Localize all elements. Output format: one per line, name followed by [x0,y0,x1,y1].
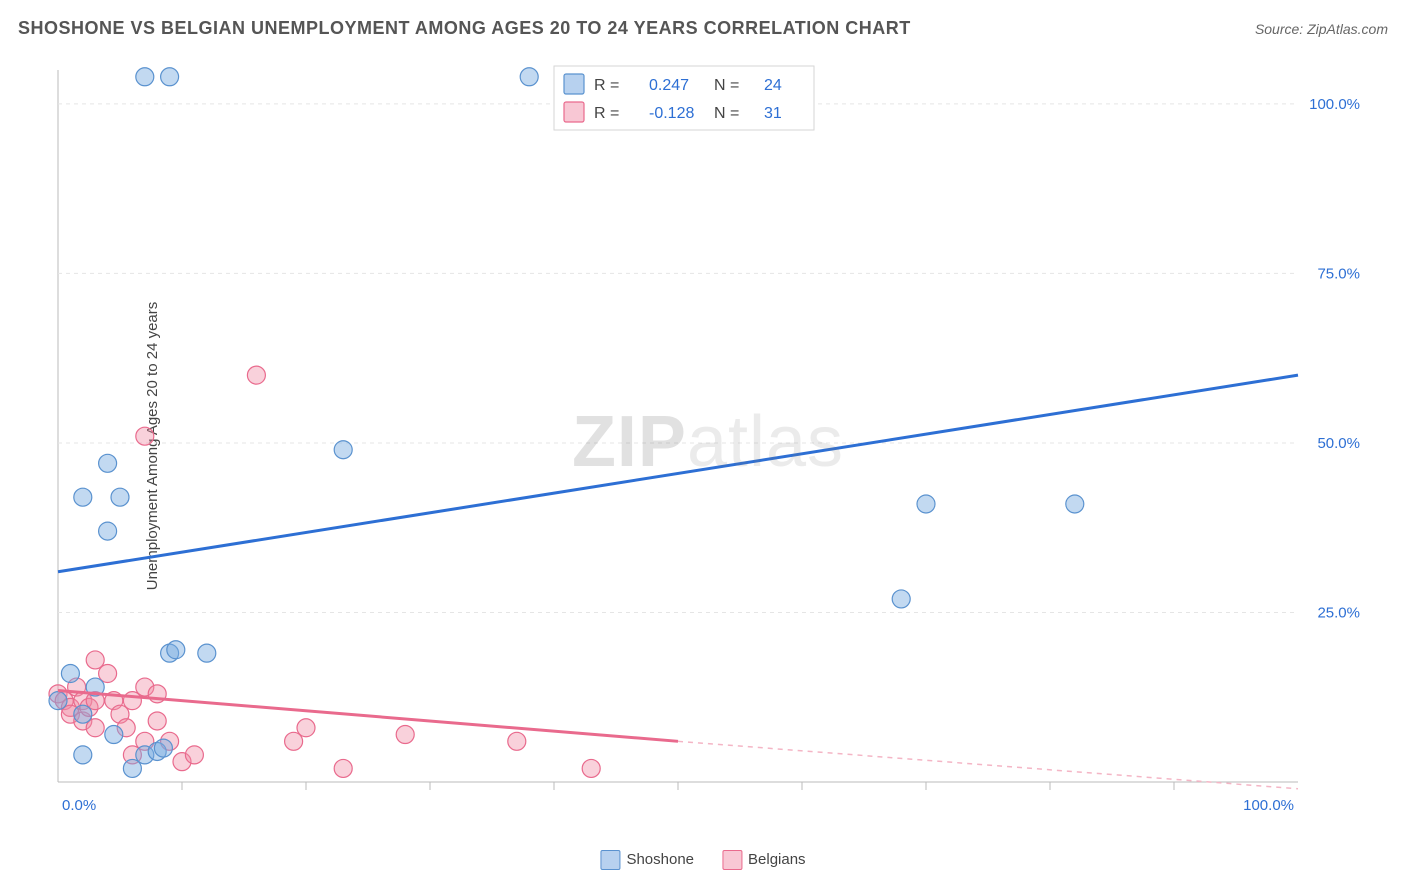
chart-header: SHOSHONE VS BELGIAN UNEMPLOYMENT AMONG A… [18,18,1388,39]
svg-text:100.0%: 100.0% [1309,96,1360,113]
bottom-legend: Shoshone Belgians [600,850,805,870]
chart-title: SHOSHONE VS BELGIAN UNEMPLOYMENT AMONG A… [18,18,911,39]
svg-text:100.0%: 100.0% [1243,797,1294,814]
svg-text:75.0%: 75.0% [1317,265,1360,282]
legend-item: Shoshone [600,850,694,870]
legend-swatch [722,850,742,870]
legend-swatch [600,850,620,870]
svg-text:25.0%: 25.0% [1317,604,1360,621]
svg-text:N =: N = [714,105,739,122]
chart-area: ZIPatlas 25.0%50.0%75.0%100.0%0.0%100.0%… [48,62,1368,822]
chart-source: Source: ZipAtlas.com [1255,21,1388,37]
svg-text:0.0%: 0.0% [62,797,96,814]
svg-text:R =: R = [594,77,619,94]
svg-text:N =: N = [714,77,739,94]
svg-text:24: 24 [764,77,782,94]
svg-text:R =: R = [594,105,619,122]
svg-text:50.0%: 50.0% [1317,435,1360,452]
svg-text:31: 31 [764,105,782,122]
legend-label: Shoshone [626,851,694,868]
svg-text:0.247: 0.247 [649,77,689,94]
legend-label: Belgians [748,851,806,868]
scatter-chart: 25.0% 50.0% 75.0% 100.0% 0.0% 100.0% R = 0.247 N… [48,62,1368,822]
svg-text:-0.128: -0.128 [649,105,694,122]
legend-item: Belgians [722,850,806,870]
